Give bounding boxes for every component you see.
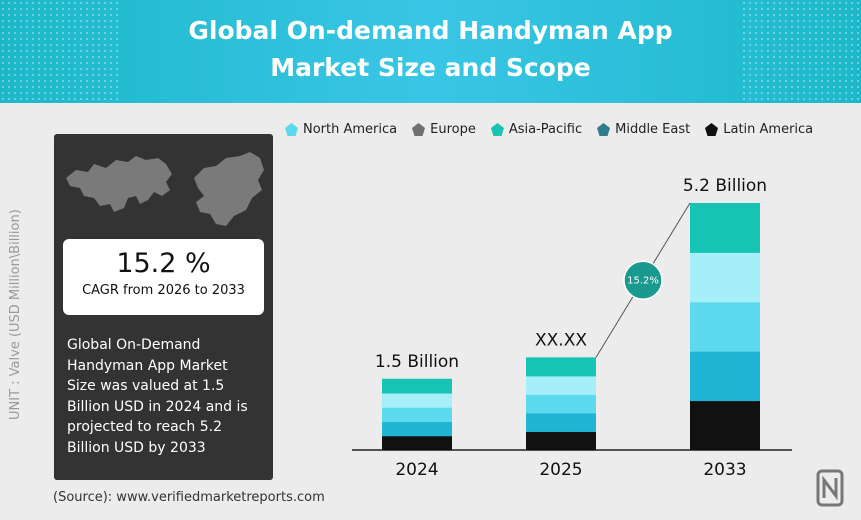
bar-segment xyxy=(382,421,452,437)
legend-item: Europe xyxy=(411,122,476,137)
bar-value-label: XX.XX xyxy=(535,330,587,350)
header-dots-left xyxy=(0,0,120,103)
legend-label: Latin America xyxy=(723,122,814,137)
bar-segment xyxy=(526,394,596,414)
title-line-1: Global On-demand Handyman App xyxy=(188,16,673,45)
cagr-label: CAGR from 2026 to 2033 xyxy=(82,283,245,298)
bar-segment xyxy=(690,252,760,303)
bar-segment xyxy=(526,431,596,451)
legend-label: Asia-Pacific xyxy=(508,122,583,137)
x-tick-label: 2025 xyxy=(539,460,582,480)
bar-value-label: 1.5 Billion xyxy=(375,352,459,372)
brand-logo-icon xyxy=(816,469,844,507)
legend-item: Asia-Pacific xyxy=(490,122,582,137)
page-title: Global On-demand Handyman App Market Siz… xyxy=(0,12,861,86)
bar-segment xyxy=(526,412,596,432)
legend-label: North America xyxy=(303,122,398,137)
cagr-box: 15.2 % CAGR from 2026 to 2033 xyxy=(63,239,264,315)
bar-segment xyxy=(526,375,596,395)
bar-segment xyxy=(690,400,760,451)
growth-badge-label: 15.2% xyxy=(627,276,659,287)
pentagon-icon xyxy=(490,123,504,136)
legend-item: Latin America xyxy=(704,122,813,137)
header-dots-right xyxy=(741,0,861,103)
x-tick-label: 2024 xyxy=(395,460,438,480)
bar-segment xyxy=(690,351,760,402)
header-banner: Global On-demand Handyman App Market Siz… xyxy=(0,0,861,103)
source-text: (Source): www.verifiedmarketreports.com xyxy=(53,490,325,505)
bar-segment xyxy=(382,435,452,451)
x-tick-label: 2033 xyxy=(703,460,746,480)
pentagon-icon xyxy=(412,123,426,136)
world-map-icon xyxy=(66,152,264,226)
bar-segment xyxy=(382,407,452,422)
pentagon-icon xyxy=(705,123,719,136)
bar-segment xyxy=(526,357,596,377)
bar-segment xyxy=(382,393,452,408)
chart-legend: North America Europe Asia-Pacific Middle Ea… xyxy=(284,122,827,137)
cagr-value: 15.2 % xyxy=(116,248,211,279)
pentagon-icon xyxy=(597,123,611,136)
bar-segment xyxy=(382,378,452,394)
growth-badge xyxy=(623,260,663,300)
pentagon-icon xyxy=(285,123,298,136)
title-line-2: Market Size and Scope xyxy=(270,53,591,82)
legend-label: Europe xyxy=(430,122,476,137)
legend-item: North America xyxy=(284,122,397,137)
market-description: Global On-Demand Handyman App Market Siz… xyxy=(67,337,248,456)
bar-value-label: 5.2 Billion xyxy=(683,176,767,196)
legend-item: Middle East xyxy=(596,122,690,137)
legend-label: Middle East xyxy=(615,122,691,137)
bar-segment xyxy=(690,203,760,253)
bar-segment xyxy=(690,301,760,352)
